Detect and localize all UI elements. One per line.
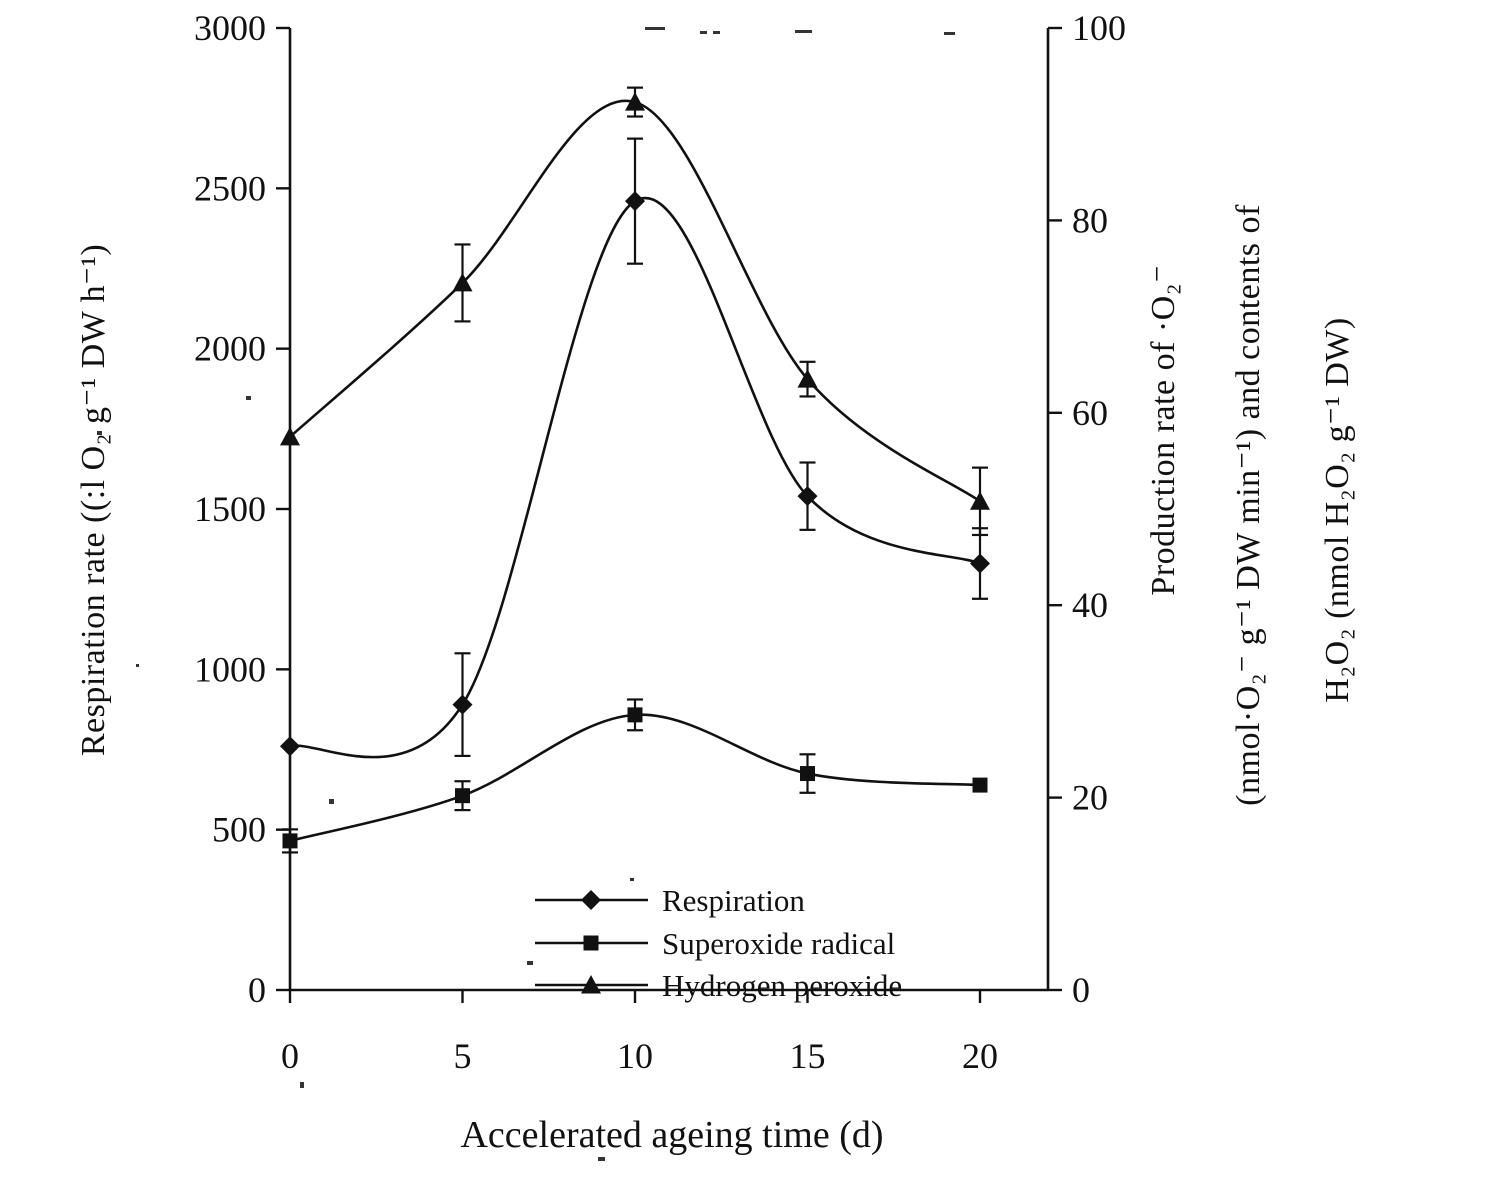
series-respiration-marker-diamond bbox=[797, 486, 818, 507]
series-superoxide-radical-marker-square bbox=[800, 766, 815, 782]
scan-speck bbox=[246, 396, 251, 400]
x-axis-tick-label: 10 bbox=[617, 1036, 653, 1076]
left-axis-tick-label: 3000 bbox=[194, 8, 266, 48]
x-axis-tick-label: 20 bbox=[962, 1036, 998, 1076]
scan-speck bbox=[795, 30, 812, 33]
series-superoxide-radical-curve bbox=[289, 713, 981, 843]
left-axis-tick-label: 0 bbox=[248, 970, 266, 1010]
series-hydrogen-peroxide-marker-triangle bbox=[280, 426, 300, 446]
series-respiration-marker-diamond bbox=[625, 191, 645, 212]
left-axis-tick-label: 1500 bbox=[194, 489, 266, 529]
series-respiration-marker-diamond bbox=[452, 694, 473, 715]
right-axis-title-line-2: (nmol·O₂⁻ g⁻¹ DW min⁻¹) and contents of bbox=[1230, 204, 1267, 806]
scan-speck bbox=[645, 27, 665, 30]
right-axis-tick-label: 40 bbox=[1072, 585, 1108, 625]
legend-superoxide-radical-marker-square bbox=[583, 935, 599, 951]
series-hydrogen-peroxide-marker-triangle bbox=[797, 369, 818, 388]
legend-hydrogen-peroxide-label: Hydrogen peroxide bbox=[662, 968, 902, 1003]
scan-speck bbox=[598, 1157, 605, 1161]
scan-speck bbox=[329, 799, 334, 804]
left-axis-tick-label: 500 bbox=[212, 810, 266, 850]
right-axis-tick-label: 60 bbox=[1072, 393, 1108, 433]
legend-superoxide-radical-label: Superoxide radical bbox=[662, 926, 895, 961]
series-superoxide-radical-marker-square bbox=[972, 777, 988, 793]
right-axis-tick-label: 0 bbox=[1072, 970, 1090, 1010]
right-axis-title-line-1: Production rate of ·O₂⁻ bbox=[1145, 264, 1182, 596]
right-axis-tick-label: 20 bbox=[1072, 778, 1108, 818]
series-hydrogen-peroxide-marker-triangle bbox=[970, 491, 990, 510]
left-axis-tick-label: 2500 bbox=[194, 168, 266, 208]
scan-speck bbox=[97, 431, 102, 435]
scan-speck bbox=[944, 32, 955, 35]
right-axis-tick-label: 100 bbox=[1072, 8, 1126, 48]
series-hydrogen-peroxide-marker-triangle bbox=[452, 272, 473, 292]
left-axis-title: Respiration rate ((:l O₂ g⁻¹ DW h⁻¹) bbox=[75, 243, 112, 757]
x-axis-tick-label: 15 bbox=[790, 1036, 826, 1076]
legend-respiration-label: Respiration bbox=[662, 883, 805, 918]
scan-speck bbox=[700, 31, 707, 34]
series-respiration-curve bbox=[289, 196, 981, 759]
scan-speck bbox=[527, 961, 533, 965]
legend-respiration-marker-diamond bbox=[581, 890, 601, 910]
legend-hydrogen-peroxide-marker-triangle bbox=[581, 975, 601, 994]
scan-speck bbox=[713, 31, 720, 34]
right-axis-title-line-3: H₂O₂ (nmol H₂O₂ g⁻¹ DW) bbox=[1319, 317, 1356, 703]
scan-speck bbox=[136, 664, 139, 667]
series-hydrogen-peroxide-marker-triangle bbox=[625, 92, 645, 111]
right-axis-tick-label: 80 bbox=[1072, 200, 1108, 240]
series-superoxide-radical-marker-square bbox=[282, 833, 298, 849]
left-axis-tick-label: 2000 bbox=[194, 329, 266, 369]
scan-speck bbox=[300, 1082, 304, 1088]
scan-speck bbox=[630, 878, 634, 881]
x-axis-tick-label: 5 bbox=[454, 1036, 472, 1076]
series-superoxide-radical-marker-square bbox=[627, 707, 643, 723]
x-axis-title: Accelerated ageing time (d) bbox=[460, 1114, 884, 1156]
series-respiration-marker-diamond bbox=[280, 736, 300, 757]
series-superoxide-radical-marker-square bbox=[455, 788, 470, 804]
left-axis-tick-label: 1000 bbox=[194, 649, 266, 689]
x-axis-tick-label: 0 bbox=[281, 1036, 299, 1076]
series-respiration-marker-diamond bbox=[970, 553, 990, 574]
